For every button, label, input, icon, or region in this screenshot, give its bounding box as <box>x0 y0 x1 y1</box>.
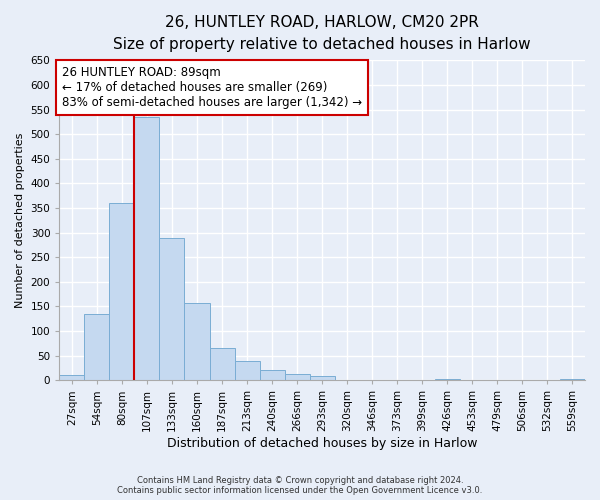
X-axis label: Distribution of detached houses by size in Harlow: Distribution of detached houses by size … <box>167 437 478 450</box>
Bar <box>284 374 310 380</box>
Bar <box>260 370 284 380</box>
Bar <box>59 376 85 380</box>
Bar <box>160 238 184 380</box>
Bar <box>85 314 109 380</box>
Bar <box>209 348 235 380</box>
Bar <box>134 117 160 380</box>
Bar <box>560 379 585 380</box>
Text: Contains HM Land Registry data © Crown copyright and database right 2024.
Contai: Contains HM Land Registry data © Crown c… <box>118 476 482 495</box>
Text: 26 HUNTLEY ROAD: 89sqm
← 17% of detached houses are smaller (269)
83% of semi-de: 26 HUNTLEY ROAD: 89sqm ← 17% of detached… <box>62 66 362 109</box>
Bar <box>184 303 209 380</box>
Bar <box>235 360 260 380</box>
Bar <box>310 376 335 380</box>
Y-axis label: Number of detached properties: Number of detached properties <box>15 132 25 308</box>
Bar <box>435 379 460 380</box>
Bar <box>109 203 134 380</box>
Title: 26, HUNTLEY ROAD, HARLOW, CM20 2PR
Size of property relative to detached houses : 26, HUNTLEY ROAD, HARLOW, CM20 2PR Size … <box>113 15 531 52</box>
